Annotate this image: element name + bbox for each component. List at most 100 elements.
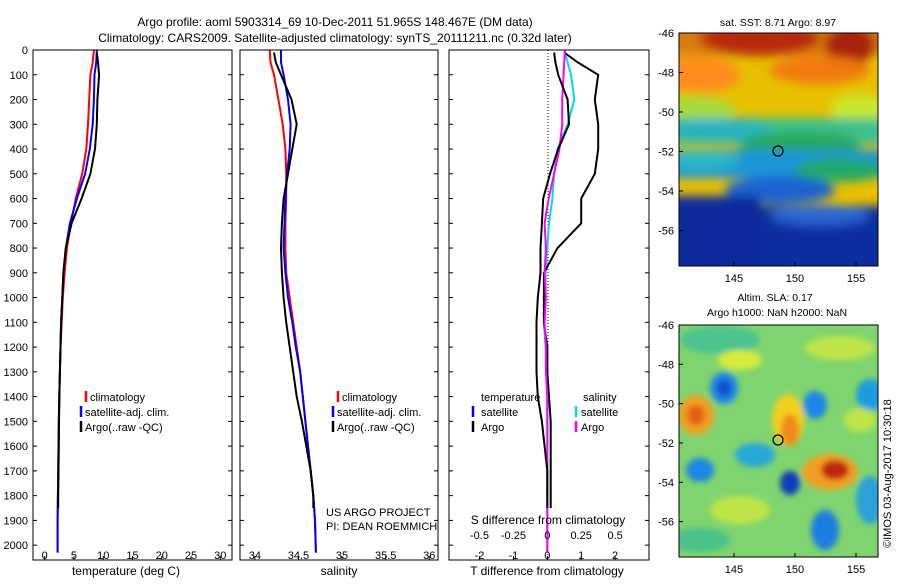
temperature-xlabel: temperature (deg C) — [72, 564, 180, 578]
sst-map: sat. SST: 8.71 Argo: 8.97 — [658, 17, 879, 285]
legend-label-temp-argo: Argo — [481, 422, 504, 434]
x-tick-label: 10 — [97, 550, 109, 562]
s-diff-label: S difference from climatology — [471, 513, 626, 527]
x-tick-label: 0 — [544, 550, 550, 562]
lon-tick-label: 155 — [847, 564, 865, 576]
difference-legend: temperature salinity satellite Argo sate… — [471, 392, 618, 434]
lat-tick-label: -52 — [658, 438, 674, 450]
lat-tick-label: -54 — [658, 477, 674, 489]
lat-tick-label: -56 — [658, 517, 674, 529]
x-tick-label: 2 — [612, 550, 618, 562]
sla-title-1: Altim. SLA: 0.17 — [737, 292, 812, 304]
argo-location-marker — [772, 434, 784, 446]
lat-tick-label: -46 — [658, 28, 674, 40]
depth-tick-label: 500 — [10, 169, 28, 181]
x-tick-label: 5 — [71, 550, 77, 562]
x-tick-label: 30 — [214, 550, 226, 562]
s-tick-label: -0.5 — [470, 530, 489, 542]
temperature-panel: 0100200300400500600700800900100011001200… — [4, 45, 649, 578]
depth-tick-label: 800 — [10, 243, 28, 255]
x-tick-label: -1 — [509, 550, 519, 562]
depth-tick-label: 100 — [10, 70, 28, 82]
legend-label-argo: Argo(..raw -QC) — [85, 422, 163, 434]
sla-texture — [679, 326, 878, 552]
depth-tick-label: 1900 — [4, 515, 28, 527]
depth-tick-label: 600 — [10, 194, 28, 206]
depth-tick-label: 200 — [10, 95, 28, 107]
legend-label-sal-argo: Argo — [581, 422, 604, 434]
legend-label-satellite: satellite-adj. clim. — [337, 407, 421, 419]
series-line-climatology — [268, 50, 317, 553]
lat-tick-label: -48 — [658, 359, 674, 371]
project-label: US ARGO PROJECT — [326, 507, 431, 519]
legend-label-temp-satellite: satellite — [481, 407, 518, 419]
salinity-plot-frame — [239, 49, 439, 561]
depth-tick-label: 700 — [10, 218, 28, 230]
header-line-2: Climatology: CARS2009. Satellite-adjuste… — [98, 31, 572, 45]
depth-tick-label: 2000 — [4, 540, 28, 552]
legend-label-argo: Argo(..raw -QC) — [337, 422, 415, 434]
sla-map-frame — [678, 324, 879, 558]
s-tick-label: 0.25 — [570, 530, 591, 542]
x-tick-label: 35.5 — [375, 550, 396, 562]
s-tick-label: 0.5 — [607, 530, 622, 542]
series-line-salinity-satellite — [543, 50, 566, 553]
header-line-1: Argo profile: aoml 5903314_69 10-Dec-201… — [137, 15, 532, 29]
pi-label: PI: DEAN ROEMMICH — [326, 521, 437, 533]
lat-tick-label: -50 — [658, 399, 674, 411]
depth-tick-label: 1300 — [4, 367, 28, 379]
difference-plot-frame — [448, 49, 650, 561]
legend-title-salinity: salinity — [583, 392, 617, 404]
depth-tick-label: 1600 — [4, 441, 28, 453]
imos-credit: ©IMOS 03-Aug-2017 10:30:18 — [882, 399, 894, 548]
sla-field — [679, 325, 878, 557]
lon-tick-label: 155 — [847, 273, 865, 285]
depth-tick-label: 0 — [22, 45, 28, 57]
series-line-temperature-argo — [542, 51, 600, 508]
x-tick-label: 36 — [423, 550, 435, 562]
depth-tick-label: 1400 — [4, 392, 28, 404]
x-tick-label: -2 — [475, 550, 485, 562]
sla-title-2: Argo h1000: NaN h2000: NaN — [707, 307, 847, 319]
depth-tick-label: 900 — [10, 268, 28, 280]
depth-tick-label: 300 — [10, 119, 28, 131]
series-line-salinity-argo — [535, 52, 570, 508]
temperature-legend: climatology satellite-adj. clim. Argo(..… — [79, 391, 169, 434]
difference-panel: -2 -1 0 1 2 -0.5 -0.25 0 0.25 0.5 S difference f… — [448, 49, 650, 578]
t-diff-label: T difference from climatology — [470, 564, 624, 578]
x-tick-label: 25 — [185, 550, 197, 562]
depth-tick-label: 1700 — [4, 466, 28, 478]
sla-map: Altim. SLA: 0.17 Argo h1000: NaN h2000: … — [658, 292, 894, 576]
depth-tick-label: 1000 — [4, 293, 28, 305]
series-line-argo-raw-qc- — [57, 52, 101, 508]
x-tick-label: 20 — [156, 550, 168, 562]
legend-label-climatology: climatology — [90, 392, 146, 404]
x-tick-label: 34.5 — [288, 550, 309, 562]
series-line-argo-raw-qc- — [273, 52, 315, 508]
s-tick-label: -0.25 — [501, 530, 526, 542]
salinity-xlabel: salinity — [321, 564, 358, 578]
depth-tick-label: 400 — [10, 144, 28, 156]
x-tick-label: 35 — [336, 550, 348, 562]
x-tick-label: 0 — [42, 550, 48, 562]
depth-tick-label: 1800 — [4, 491, 28, 503]
depth-tick-label: 1100 — [4, 317, 28, 329]
lon-tick-label: 145 — [725, 564, 743, 576]
depth-tick-label: 1500 — [4, 416, 28, 428]
sst-map-frame — [678, 32, 879, 267]
lon-tick-label: 150 — [786, 564, 804, 576]
legend-label-sal-satellite: satellite — [581, 407, 618, 419]
x-tick-label: 34 — [249, 550, 261, 562]
lat-tick-label: -52 — [658, 146, 674, 158]
sst-texture — [679, 33, 878, 266]
sst-title: sat. SST: 8.71 Argo: 8.97 — [720, 17, 836, 29]
legend-label-satellite: satellite-adj. clim. — [85, 407, 169, 419]
salinity-panel: 34 34.5 35 35.5 36 salinity climatology sate… — [239, 49, 439, 578]
lat-tick-label: -50 — [658, 107, 674, 119]
x-tick-label: 1 — [578, 550, 584, 562]
legend-label-climatology: climatology — [342, 392, 398, 404]
legend-title-temperature: temperature — [481, 392, 540, 404]
x-tick-label: 15 — [126, 550, 138, 562]
lat-tick-label: -54 — [658, 186, 674, 198]
